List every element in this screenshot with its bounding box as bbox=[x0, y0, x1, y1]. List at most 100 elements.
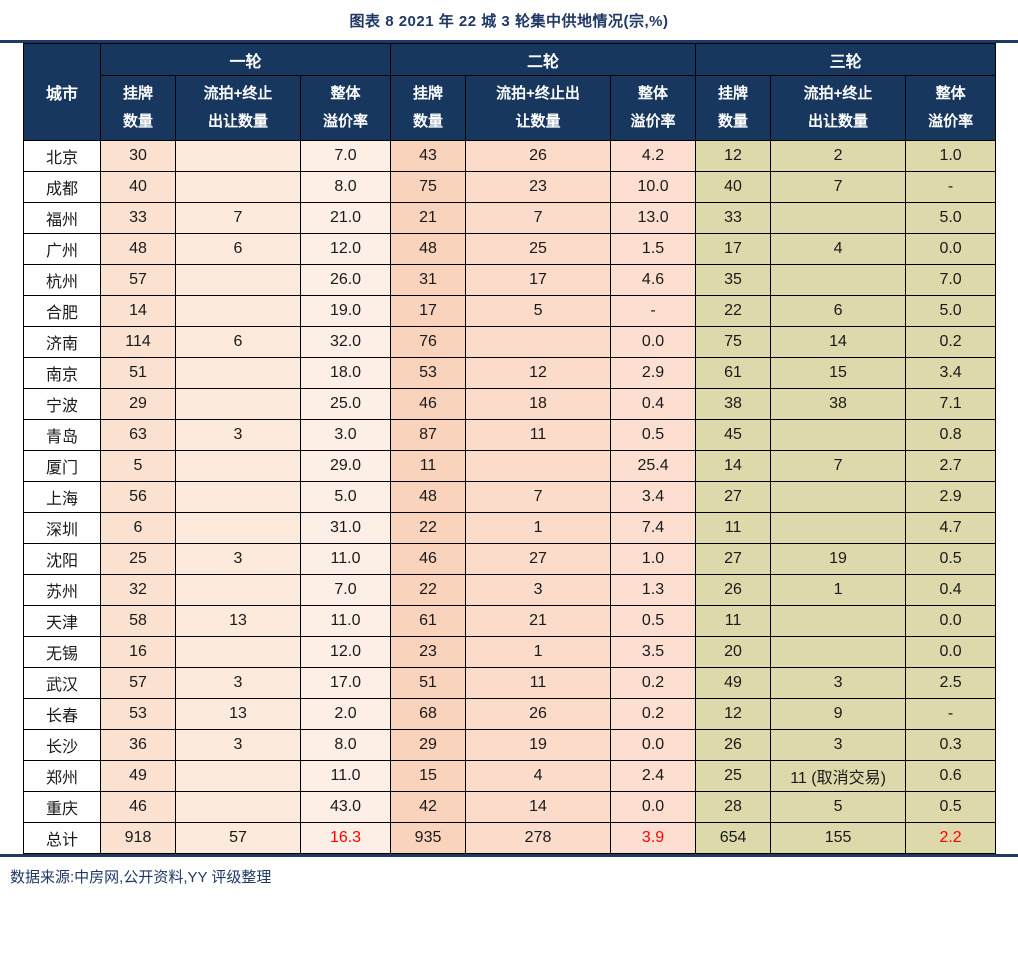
value-cell: 10.0 bbox=[610, 171, 697, 203]
value-cell: 76 bbox=[390, 326, 467, 358]
land-supply-table: 城市 一轮 二轮 三轮 挂牌 数量 流拍+终止 出让数量 整体 溢价率 挂牌 数… bbox=[23, 43, 997, 854]
value-cell bbox=[175, 574, 301, 606]
value-cell: 43.0 bbox=[299, 791, 392, 823]
value-cell: 4.2 bbox=[610, 140, 697, 172]
value-cell: 21 bbox=[390, 202, 467, 234]
value-cell: 46 bbox=[390, 388, 467, 420]
value-cell: 11 bbox=[695, 605, 772, 637]
value-cell: 3.4 bbox=[610, 481, 697, 513]
value-cell: 13 bbox=[175, 698, 301, 730]
value-cell: 0.0 bbox=[905, 605, 997, 637]
value-cell: 7.4 bbox=[610, 512, 697, 544]
value-cell: 3.0 bbox=[299, 419, 392, 451]
value-cell: 6 bbox=[100, 512, 176, 544]
value-cell: 11 bbox=[390, 450, 467, 482]
value-cell: 14 bbox=[695, 450, 772, 482]
value-cell: 28 bbox=[695, 791, 772, 823]
value-cell: 30 bbox=[100, 140, 176, 172]
city-cell: 北京 bbox=[23, 140, 101, 172]
value-cell: 7.1 bbox=[905, 388, 997, 420]
value-cell: - bbox=[905, 698, 997, 730]
value-cell: 2.9 bbox=[905, 481, 997, 513]
value-cell: 16 bbox=[100, 636, 176, 668]
table-row: 沈阳 25 3 11.0 46 27 1.0 27 19 0.5 bbox=[23, 543, 997, 575]
value-cell: 14 bbox=[770, 326, 907, 358]
value-cell: 278 bbox=[465, 822, 612, 854]
value-cell: 11.0 bbox=[299, 760, 392, 792]
table-row: 厦门 5 29.0 11 25.4 14 7 2.7 bbox=[23, 450, 997, 482]
value-cell: 75 bbox=[695, 326, 772, 358]
city-cell: 无锡 bbox=[23, 636, 101, 668]
value-cell bbox=[175, 791, 301, 823]
value-cell: 49 bbox=[100, 760, 176, 792]
value-cell: 26 bbox=[695, 574, 772, 606]
value-cell: 35 bbox=[695, 264, 772, 296]
value-cell: 1 bbox=[465, 512, 612, 544]
city-cell: 重庆 bbox=[23, 791, 101, 823]
value-cell: 40 bbox=[695, 171, 772, 203]
city-cell: 深圳 bbox=[23, 512, 101, 544]
value-cell: 1.5 bbox=[610, 233, 697, 265]
value-cell: 3 bbox=[175, 543, 301, 575]
city-cell: 青岛 bbox=[23, 419, 101, 451]
value-cell: 0.2 bbox=[905, 326, 997, 358]
value-cell bbox=[175, 264, 301, 296]
value-cell: 20 bbox=[695, 636, 772, 668]
value-cell: 1.3 bbox=[610, 574, 697, 606]
page: 图表 8 2021 年 22 城 3 轮集中供地情况(宗,%) 城市 一轮 二轮… bbox=[0, 13, 1018, 886]
value-cell bbox=[770, 264, 907, 296]
value-cell: 4.6 bbox=[610, 264, 697, 296]
value-cell: 12 bbox=[695, 140, 772, 172]
value-cell: 87 bbox=[390, 419, 467, 451]
value-cell: 26 bbox=[465, 698, 612, 730]
value-cell: 31 bbox=[390, 264, 467, 296]
table-row: 上海 56 5.0 48 7 3.4 27 2.9 bbox=[23, 481, 997, 513]
city-cell: 济南 bbox=[23, 326, 101, 358]
value-cell: 23 bbox=[465, 171, 612, 203]
value-cell bbox=[770, 636, 907, 668]
value-cell: 15 bbox=[390, 760, 467, 792]
value-cell: 38 bbox=[695, 388, 772, 420]
value-cell: 68 bbox=[390, 698, 467, 730]
value-cell: 15 bbox=[770, 357, 907, 389]
col-header-r2-listed: 挂牌 数量 bbox=[390, 75, 467, 141]
value-cell: 17 bbox=[695, 233, 772, 265]
value-cell bbox=[770, 481, 907, 513]
value-cell: 46 bbox=[390, 543, 467, 575]
value-cell: 0.0 bbox=[905, 233, 997, 265]
table-row: 深圳 6 31.0 22 1 7.4 11 4.7 bbox=[23, 512, 997, 544]
value-cell: 5 bbox=[770, 791, 907, 823]
value-cell: 7 bbox=[465, 481, 612, 513]
value-cell: 51 bbox=[100, 357, 176, 389]
city-cell: 合肥 bbox=[23, 295, 101, 327]
city-cell: 总计 bbox=[23, 822, 101, 854]
value-cell: 48 bbox=[390, 481, 467, 513]
table-row: 郑州 49 11.0 15 4 2.4 25 11 (取消交易) 0.6 bbox=[23, 760, 997, 792]
value-cell: 0.0 bbox=[905, 636, 997, 668]
value-cell: 0.2 bbox=[610, 667, 697, 699]
table-row: 武汉 57 3 17.0 51 11 0.2 49 3 2.5 bbox=[23, 667, 997, 699]
value-cell bbox=[175, 481, 301, 513]
value-cell: 57 bbox=[100, 667, 176, 699]
value-cell: 3 bbox=[175, 419, 301, 451]
table-row: 南京 51 18.0 53 12 2.9 61 15 3.4 bbox=[23, 357, 997, 389]
col-header-r1-premium: 整体 溢价率 bbox=[299, 75, 392, 141]
value-cell: 29 bbox=[390, 729, 467, 761]
value-cell: 38 bbox=[770, 388, 907, 420]
city-cell: 厦门 bbox=[23, 450, 101, 482]
col-header-r3-failed: 流拍+终止 出让数量 bbox=[770, 75, 907, 141]
value-cell: 57 bbox=[175, 822, 301, 854]
value-cell: 42 bbox=[390, 791, 467, 823]
value-cell: 17 bbox=[465, 264, 612, 296]
value-cell: 32 bbox=[100, 574, 176, 606]
city-cell: 天津 bbox=[23, 605, 101, 637]
value-cell: 31.0 bbox=[299, 512, 392, 544]
table-row: 福州 33 7 21.0 21 7 13.0 33 5.0 bbox=[23, 202, 997, 234]
city-cell: 福州 bbox=[23, 202, 101, 234]
city-cell: 沈阳 bbox=[23, 543, 101, 575]
value-cell: 0.0 bbox=[610, 729, 697, 761]
value-cell: 5.0 bbox=[905, 295, 997, 327]
city-cell: 苏州 bbox=[23, 574, 101, 606]
city-cell: 宁波 bbox=[23, 388, 101, 420]
table-row: 北京 30 7.0 43 26 4.2 12 2 1.0 bbox=[23, 140, 997, 172]
